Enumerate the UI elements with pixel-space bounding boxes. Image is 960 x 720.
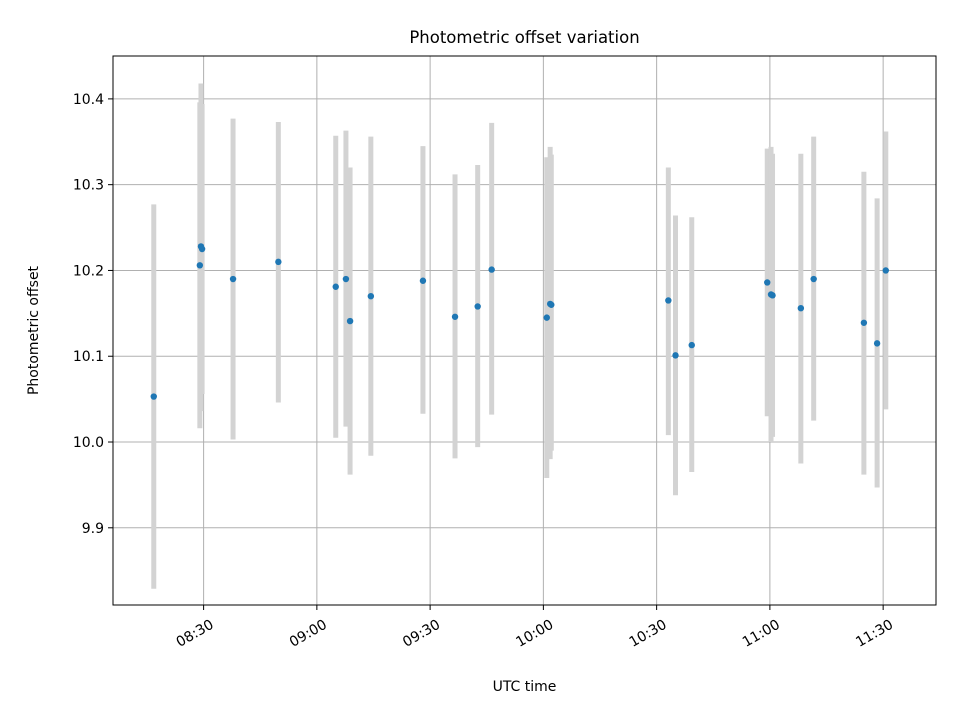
data-points [150,243,889,400]
y-tick-label: 10.3 [73,178,104,194]
x-tick-label: 09:30 [400,617,443,651]
plot-area-frame [112,55,937,606]
chart-title: Photometric offset variation [409,28,639,47]
data-point [672,352,679,359]
data-point [797,304,805,312]
data-point [198,245,206,253]
data-point [488,266,495,273]
y-tick-label: 10.0 [73,435,104,451]
data-point [451,313,459,320]
error-bars [151,83,889,589]
y-tick-label: 10.4 [73,92,104,108]
y-tick-label: 10.1 [73,349,104,365]
data-point [769,292,776,299]
y-tick-label: 10.2 [73,263,104,279]
data-point [342,275,350,283]
data-point [367,292,375,300]
data-point [548,301,555,308]
data-point [860,319,868,326]
data-point [665,297,672,304]
y-axis-label: Photometric offset [26,265,42,395]
data-point [688,341,695,349]
x-tick-label: 10:30 [627,617,670,651]
data-point [419,277,427,284]
x-axis-label: UTC time [493,679,557,695]
x-tick-label: 09:00 [287,617,330,651]
data-point [196,262,204,269]
x-axis-ticks: 08:30 09:00 09:30 10:00 10:30 11:00 11:30 [174,605,896,651]
x-tick-label: 08:30 [174,617,217,651]
x-tick-label: 10:00 [513,617,556,651]
data-point [229,275,237,283]
data-point [873,340,881,347]
data-point [346,317,354,325]
x-tick-label: 11:00 [740,617,783,651]
data-point [764,279,771,286]
x-tick-label: 11:30 [853,617,896,651]
data-point [543,314,550,321]
data-point [332,283,339,290]
data-point [275,258,282,266]
data-point [882,267,889,274]
data-point [150,393,157,400]
y-axis-ticks: 9.9 10.0 10.1 10.2 10.3 10.4 [73,92,113,537]
data-point [810,275,817,283]
y-tick-label: 9.9 [82,521,104,537]
data-point [474,303,481,310]
